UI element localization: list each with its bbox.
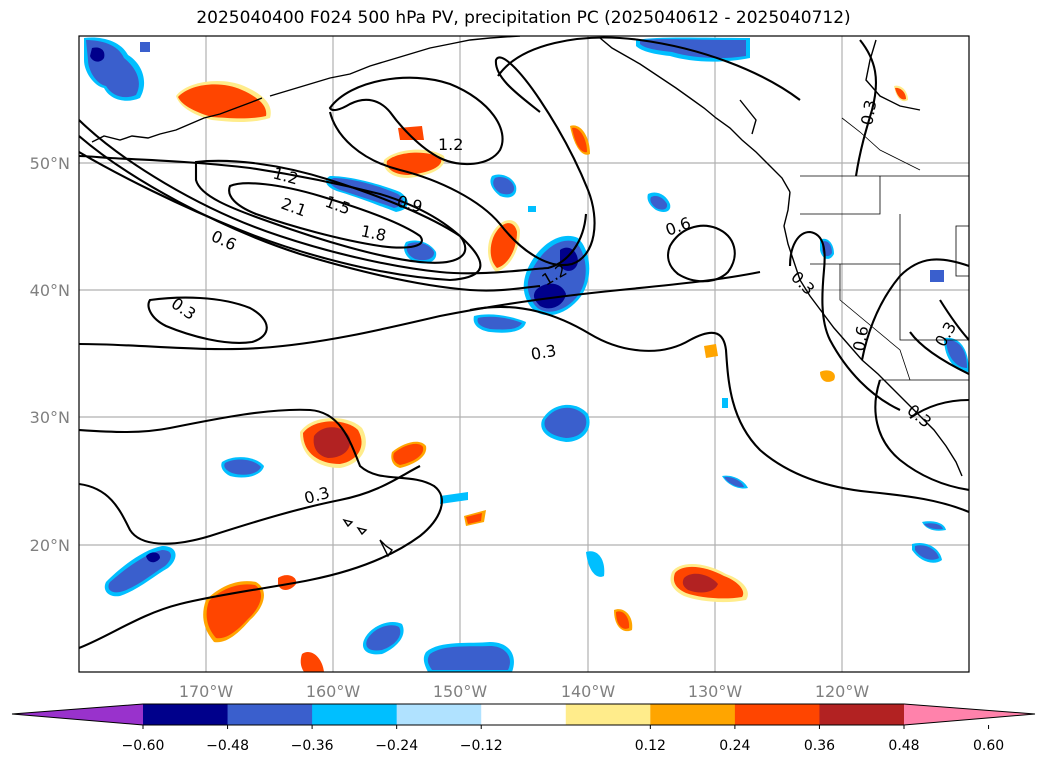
- lat-label-50n: 50°N: [30, 154, 70, 173]
- colorbar-tick-label: 0.36: [804, 738, 835, 754]
- colorbar-segment: [819, 704, 905, 725]
- colorbar-extend-min: [12, 704, 143, 725]
- colorbar-segment: [396, 704, 482, 725]
- lat-label-30n: 30°N: [30, 408, 70, 427]
- lon-label-130w: 130°W: [688, 682, 743, 701]
- colorbar-tick-label: −0.60: [122, 738, 165, 754]
- colorbar-segment: [312, 704, 398, 725]
- colorbar-tick-label: −0.48: [206, 738, 249, 754]
- contour-label-0-3d: 0.3: [857, 98, 880, 126]
- colorbar-tick-label: 0.60: [973, 738, 1004, 754]
- latitude-labels: 50°N 40°N 30°N 20°N: [30, 154, 70, 555]
- lon-label-140w: 140°W: [561, 682, 616, 701]
- colorbar-tick-label: −0.24: [375, 738, 418, 754]
- colorbar-extend-max: [904, 704, 1035, 725]
- contour-label-1-8: 1.8: [359, 221, 388, 245]
- map-frame: [78, 35, 970, 673]
- colorbar-tick-label: 0.48: [888, 738, 919, 754]
- colorbar-segment: [227, 704, 313, 725]
- colorbar-segment: [734, 704, 820, 725]
- coastlines: [91, 36, 963, 558]
- longitude-labels: 170°W 160°W 150°W 140°W 130°W 120°W: [179, 682, 870, 701]
- colorbar: −0.60 −0.48 −0.36 −0.24 −0.12 0.12 0.24 0.36 0.4…: [11, 703, 1036, 754]
- colorbar-segment: [565, 704, 651, 725]
- lat-label-20n: 20°N: [30, 536, 70, 555]
- colorbar-tick-label: 0.12: [635, 738, 666, 754]
- lat-label-40n: 40°N: [30, 281, 70, 300]
- lon-label-120w: 120°W: [815, 682, 870, 701]
- contour-label-0-3b: 0.3: [529, 341, 557, 364]
- political-borders: [800, 117, 969, 381]
- lon-label-170w: 170°W: [179, 682, 234, 701]
- colorbar-segment: [143, 704, 229, 725]
- colorbar-outline: [11, 703, 1036, 726]
- precip-negative-areas: [84, 37, 969, 672]
- lon-label-160w: 160°W: [306, 682, 361, 701]
- page-title: 2025040400 F024 500 hPa PV, precipitatio…: [196, 8, 851, 28]
- colorbar-tick-label: −0.36: [291, 738, 334, 754]
- colorbar-segment: [481, 704, 567, 725]
- lon-label-150w: 150°W: [433, 682, 488, 701]
- colorbar-tick-label: 0.24: [719, 738, 750, 754]
- pv-contours: [79, 36, 969, 649]
- contour-label-0-6c: 0.6: [849, 324, 872, 352]
- map-panel: [79, 36, 969, 672]
- contour-label-1-2a: 1.2: [438, 135, 463, 154]
- colorbar-tick-label: −0.12: [460, 738, 503, 754]
- colorbar-segment: [650, 704, 736, 725]
